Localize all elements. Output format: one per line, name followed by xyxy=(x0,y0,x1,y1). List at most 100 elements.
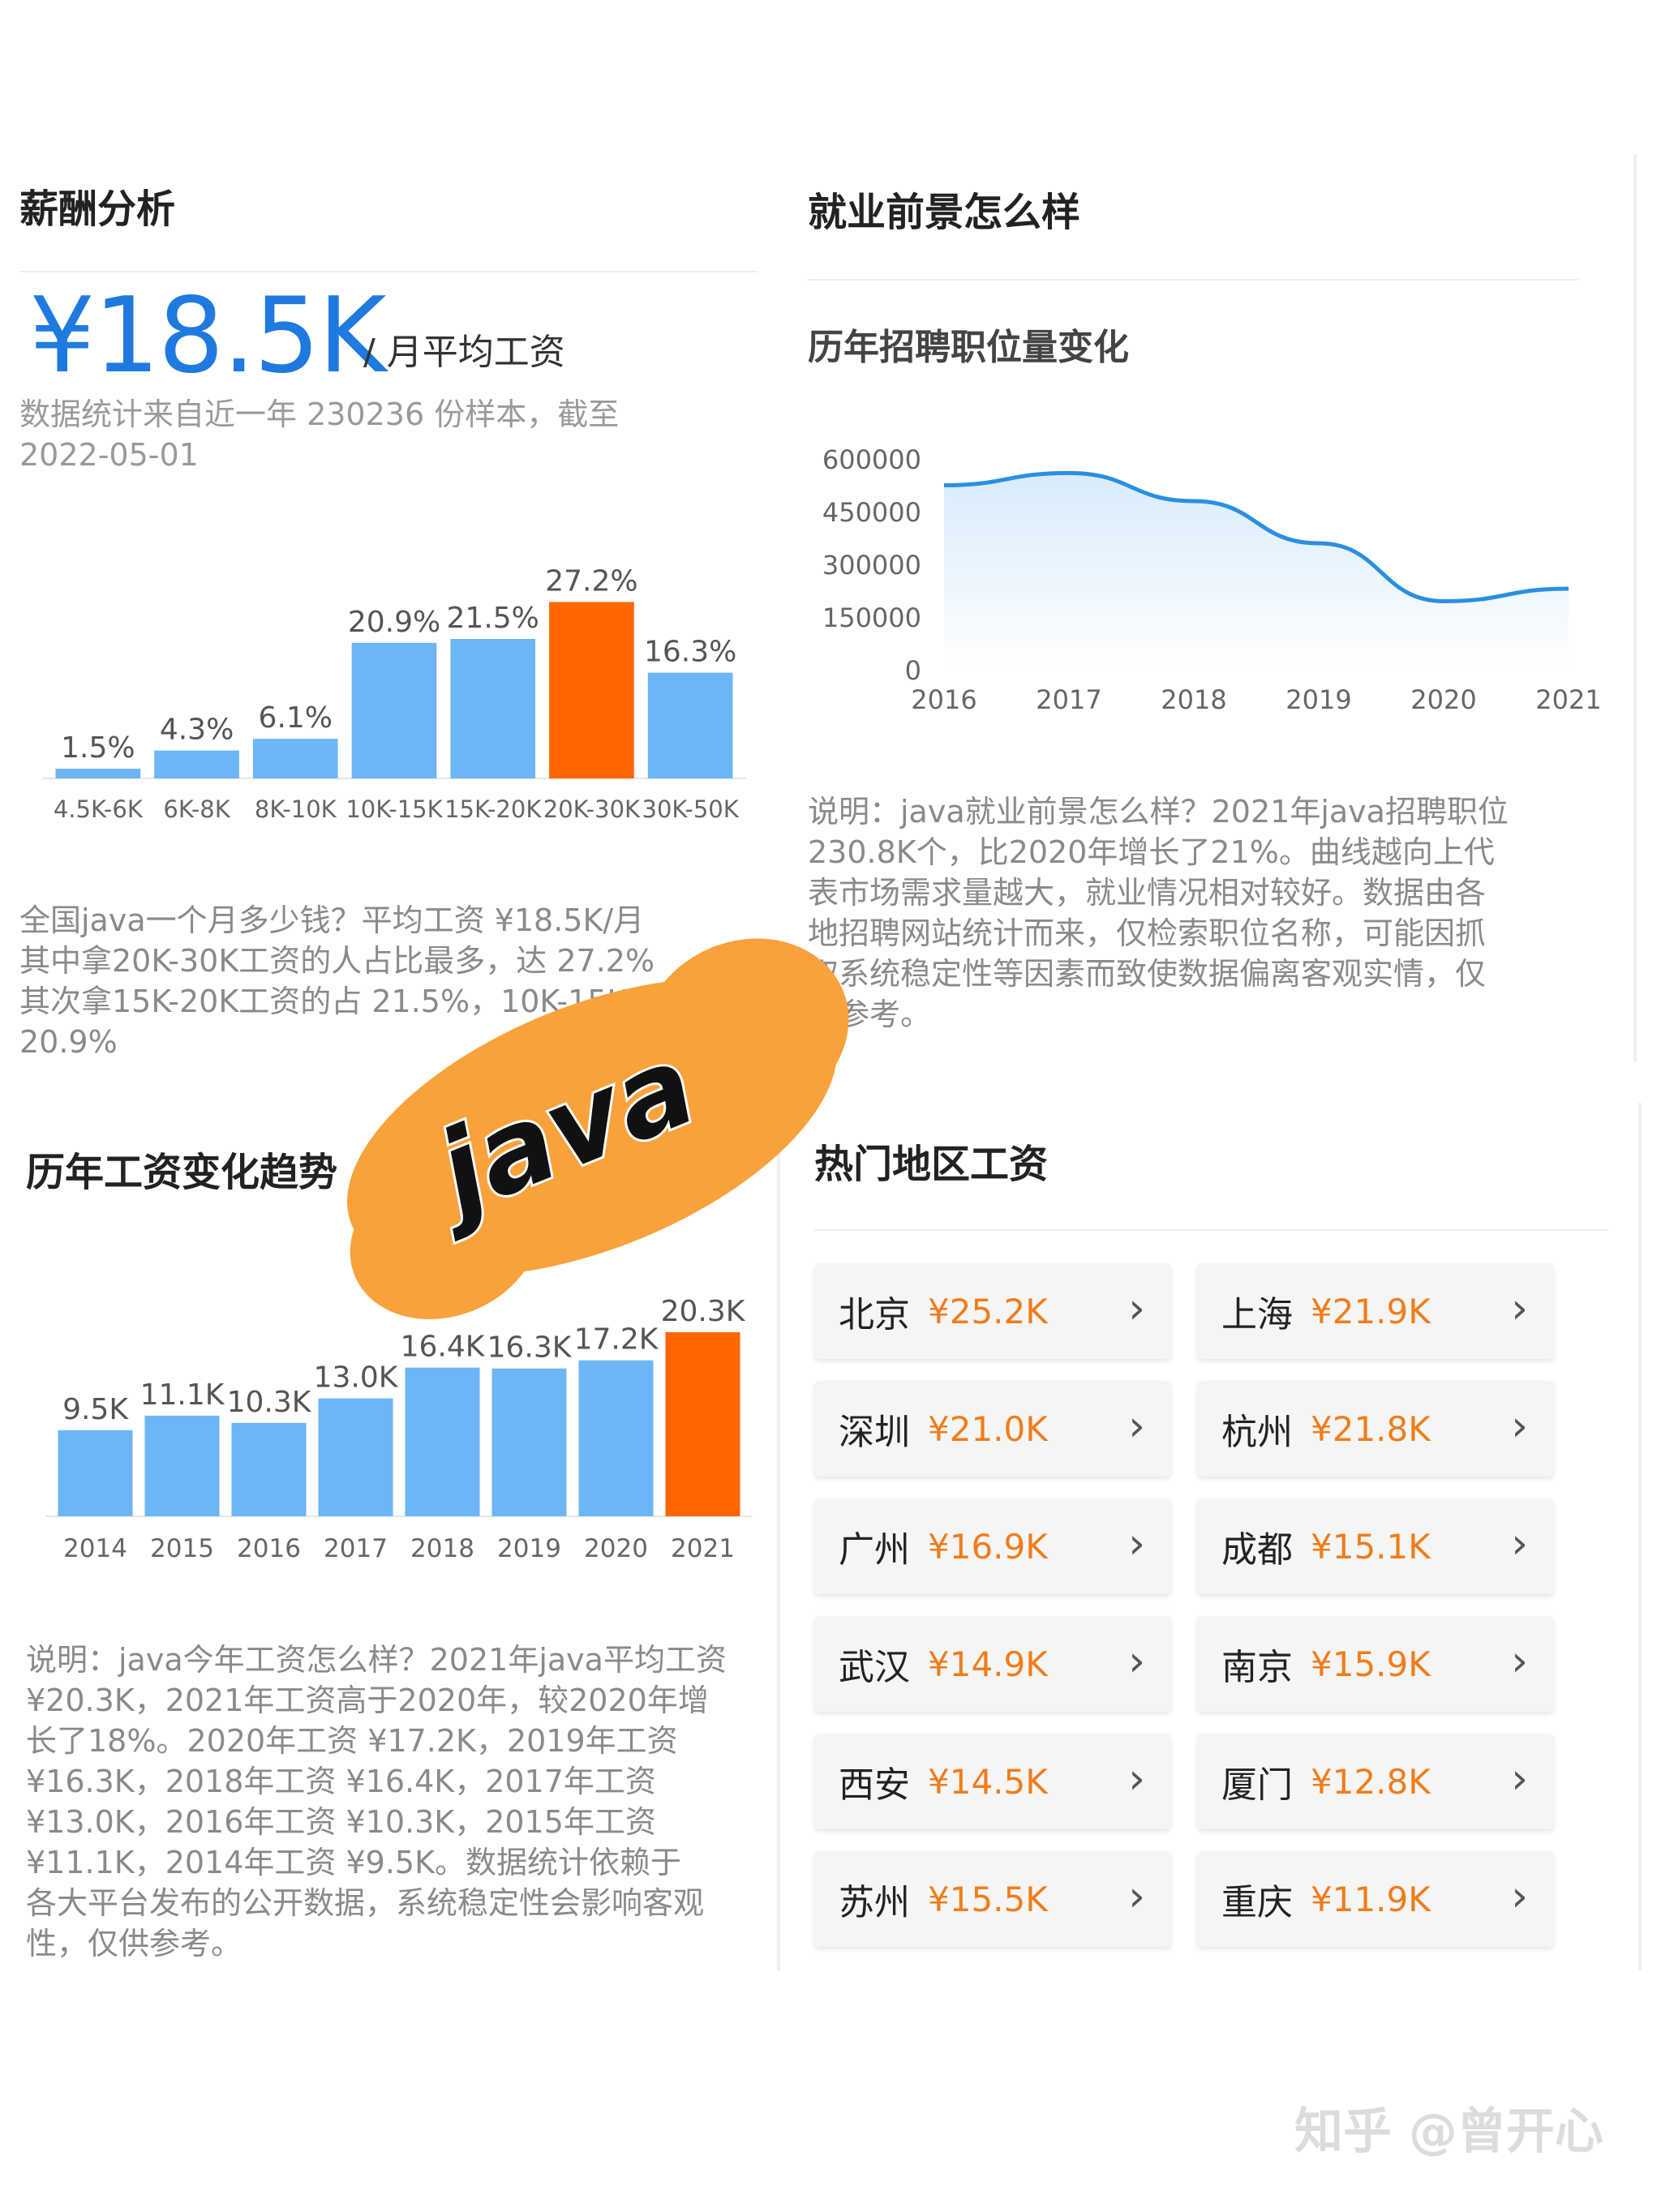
category-tick-label: 2014 xyxy=(63,1534,127,1563)
city-name: 北京 xyxy=(839,1294,910,1335)
city-salary: ¥11.9K xyxy=(1311,1879,1431,1919)
bar xyxy=(665,1332,740,1516)
series-line xyxy=(943,470,1569,604)
chevron-right-icon[interactable]: › xyxy=(1128,1872,1145,1921)
prospect-description: 说明：java就业前景怎么样？2021年java招聘职位 230.8K个，比20… xyxy=(808,794,1509,1032)
chevron-right-icon[interactable]: › xyxy=(1128,1520,1145,1568)
chevron-right-icon[interactable]: › xyxy=(1511,1284,1528,1333)
salary-distribution-chart: 1.5% 4.5K-6K 4.3% 6K-8K 6.1% 8K-10K 20.9% 10K-1… xyxy=(42,564,746,823)
city-card[interactable]: 深圳 ¥21.0K › xyxy=(814,1381,1171,1477)
salary-title-divider xyxy=(19,271,758,272)
city-name: 南京 xyxy=(1221,1647,1293,1688)
city-card[interactable]: 南京 ¥15.9K › xyxy=(1197,1616,1554,1712)
category-tick-label: 20K-30K xyxy=(543,795,641,823)
city-card[interactable]: 北京 ¥25.2K › xyxy=(814,1263,1171,1359)
bar xyxy=(252,739,338,778)
city-card[interactable]: 上海 ¥21.9K › xyxy=(1197,1263,1554,1359)
y-tick-label: 150000 xyxy=(822,602,921,633)
bar-value-label: 6.1% xyxy=(259,701,333,735)
region-panel-right-edge xyxy=(1638,1103,1642,1970)
city-card[interactable]: 厦门 ¥12.8K › xyxy=(1197,1734,1554,1829)
bar xyxy=(549,602,634,778)
bar xyxy=(578,1360,654,1516)
category-tick-label: 2019 xyxy=(497,1534,561,1563)
salary-panel-title: 薪酬分析 xyxy=(19,186,176,232)
category-tick-label: 8K-10K xyxy=(255,795,337,823)
chevron-right-icon[interactable]: › xyxy=(1128,1284,1145,1333)
city-name: 西安 xyxy=(839,1764,910,1806)
bar xyxy=(55,769,141,778)
bar-value-label: 21.5% xyxy=(447,602,539,635)
bar-value-label: 16.3% xyxy=(644,636,736,669)
yearly-salary-chart: 9.5K 2014 11.1K 2015 10.3K 2016 13.0K 2017 16.4K… xyxy=(45,1297,753,1563)
city-salary: ¥12.8K xyxy=(1311,1761,1431,1802)
prospect-title-divider xyxy=(808,279,1578,281)
bar xyxy=(450,639,536,778)
y-tick-label: 600000 xyxy=(822,444,921,475)
region-panel-title: 热门地区工资 xyxy=(814,1142,1049,1187)
right-panel-edge xyxy=(1633,154,1637,1062)
category-tick-label: 10K-15K xyxy=(346,795,443,823)
y-tick-label: 450000 xyxy=(822,497,921,528)
bar xyxy=(231,1422,307,1516)
bar-value-label: 10.3K xyxy=(227,1386,312,1419)
bar-value-label: 16.4K xyxy=(401,1331,486,1364)
chevron-right-icon[interactable]: › xyxy=(1511,1872,1528,1921)
prospect-panel-title: 就业前景怎么样 xyxy=(808,190,1081,235)
bar-value-label: 13.0K xyxy=(314,1361,399,1395)
bar-value-label: 27.2% xyxy=(545,564,637,598)
x-tick-label: 2020 xyxy=(1410,684,1476,715)
chevron-right-icon[interactable]: › xyxy=(1128,1755,1145,1803)
x-tick-label: 2019 xyxy=(1285,684,1351,715)
y-tick-label: 300000 xyxy=(822,550,921,581)
chevron-right-icon[interactable]: › xyxy=(1128,1402,1145,1451)
bar-value-label: 20.9% xyxy=(348,606,440,639)
chevron-right-icon[interactable]: › xyxy=(1511,1637,1528,1686)
city-name: 上海 xyxy=(1221,1294,1293,1335)
city-name: 重庆 xyxy=(1221,1882,1293,1923)
city-name: 厦门 xyxy=(1221,1764,1293,1806)
bar-value-label: 11.1K xyxy=(140,1378,225,1412)
bar xyxy=(318,1398,393,1516)
city-card[interactable]: 重庆 ¥11.9K › xyxy=(1197,1851,1554,1947)
chevron-right-icon[interactable]: › xyxy=(1511,1755,1528,1803)
chevron-right-icon[interactable]: › xyxy=(1511,1520,1528,1568)
city-salary: ¥21.8K xyxy=(1311,1408,1431,1449)
city-name: 杭州 xyxy=(1221,1412,1293,1453)
city-card[interactable]: 苏州 ¥15.5K › xyxy=(814,1851,1171,1947)
city-card[interactable]: 成都 ¥15.1K › xyxy=(1197,1498,1554,1594)
city-salary: ¥15.5K xyxy=(928,1879,1048,1919)
city-name: 成都 xyxy=(1221,1529,1293,1571)
salary-source-note: 数据统计来自近一年 230236 份样本，截至 2022-05-01 xyxy=(19,397,620,473)
bar xyxy=(647,672,733,778)
category-tick-label: 2021 xyxy=(671,1534,735,1563)
city-name: 深圳 xyxy=(839,1412,910,1453)
bar xyxy=(491,1368,567,1516)
chevron-right-icon[interactable]: › xyxy=(1511,1402,1528,1451)
city-salary: ¥21.0K xyxy=(928,1408,1048,1449)
x-tick-label: 2016 xyxy=(911,684,976,715)
x-tick-label: 2021 xyxy=(1535,684,1601,715)
chevron-right-icon[interactable]: › xyxy=(1128,1637,1145,1686)
category-tick-label: 2020 xyxy=(584,1534,648,1563)
bar xyxy=(154,750,239,778)
city-card[interactable]: 西安 ¥14.5K › xyxy=(814,1734,1171,1829)
zhihu-watermark: 知乎 @曾开心 xyxy=(1294,2103,1603,2160)
trend-description: 说明：java今年工资怎么样？2021年java平均工资 ¥20.3K，2021… xyxy=(26,1642,727,1961)
category-tick-label: 6K-8K xyxy=(163,795,230,823)
region-title-divider xyxy=(814,1229,1609,1231)
city-card[interactable]: 广州 ¥16.9K › xyxy=(814,1498,1171,1594)
category-tick-label: 2016 xyxy=(237,1534,301,1563)
average-salary-unit: / 月平均工资 xyxy=(363,332,565,373)
city-salary: ¥15.1K xyxy=(1311,1526,1431,1567)
category-tick-label: 4.5K-6K xyxy=(54,795,144,823)
bar-value-label: 9.5K xyxy=(62,1393,129,1426)
bar-value-label: 1.5% xyxy=(61,731,135,765)
region-panel-left-edge xyxy=(777,1119,780,1970)
city-salary: ¥16.9K xyxy=(928,1526,1048,1567)
city-card[interactable]: 杭州 ¥21.8K › xyxy=(1197,1381,1554,1477)
city-name: 广州 xyxy=(839,1529,910,1571)
category-tick-label: 2015 xyxy=(150,1534,214,1563)
city-name: 武汉 xyxy=(839,1647,910,1688)
city-card[interactable]: 武汉 ¥14.9K › xyxy=(814,1616,1171,1712)
